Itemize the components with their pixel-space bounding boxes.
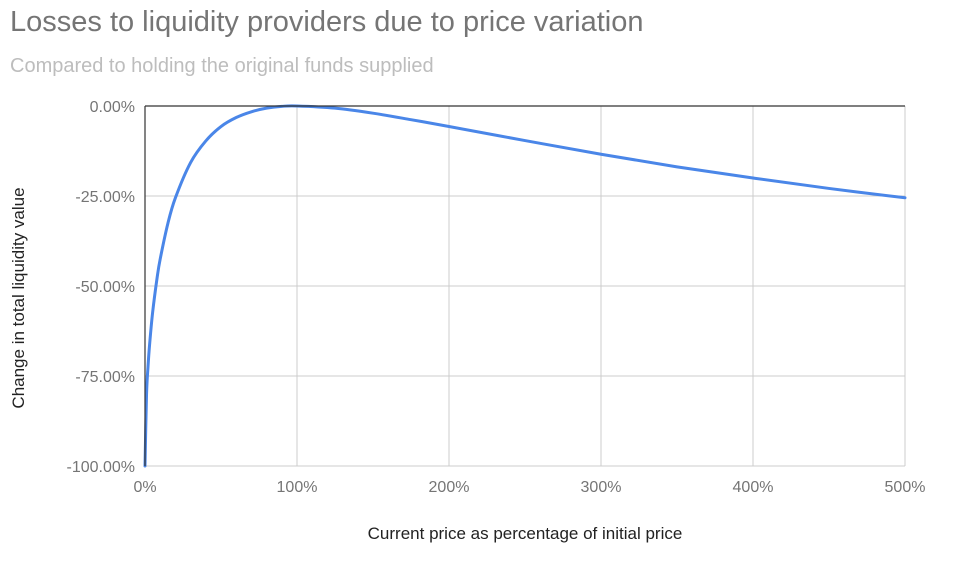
axes bbox=[144, 105, 905, 466]
y-tick-label: 0.00% bbox=[90, 99, 135, 116]
y-tick-label: -50.00% bbox=[75, 279, 135, 296]
series-layer bbox=[143, 104, 907, 468]
series-line bbox=[143, 104, 907, 468]
x-tick-label: 0% bbox=[133, 479, 156, 496]
y-tick-label: -100.00% bbox=[67, 459, 136, 476]
x-tick-label: 100% bbox=[277, 479, 318, 496]
x-tick-label: 200% bbox=[429, 479, 470, 496]
chart-title: Losses to liquidity providers due to pri… bbox=[10, 6, 644, 38]
gridlines bbox=[145, 106, 906, 467]
x-tick-label: 300% bbox=[581, 479, 622, 496]
chart-subtitle: Compared to holding the original funds s… bbox=[10, 55, 434, 77]
x-tick-label: 400% bbox=[733, 479, 774, 496]
y-tick-label: -75.00% bbox=[75, 369, 135, 386]
y-axis-ticks: 0.00% -25.00% -50.00% -75.00% -100.00% bbox=[67, 99, 136, 476]
y-tick-label: -25.00% bbox=[75, 189, 135, 206]
x-axis-ticks: 0% 100% 200% 300% 400% 500% bbox=[133, 479, 925, 496]
x-axis-title: Current price as percentage of initial p… bbox=[368, 524, 683, 543]
x-tick-label: 500% bbox=[885, 479, 926, 496]
y-axis-title: Change in total liquidity value bbox=[9, 187, 28, 408]
